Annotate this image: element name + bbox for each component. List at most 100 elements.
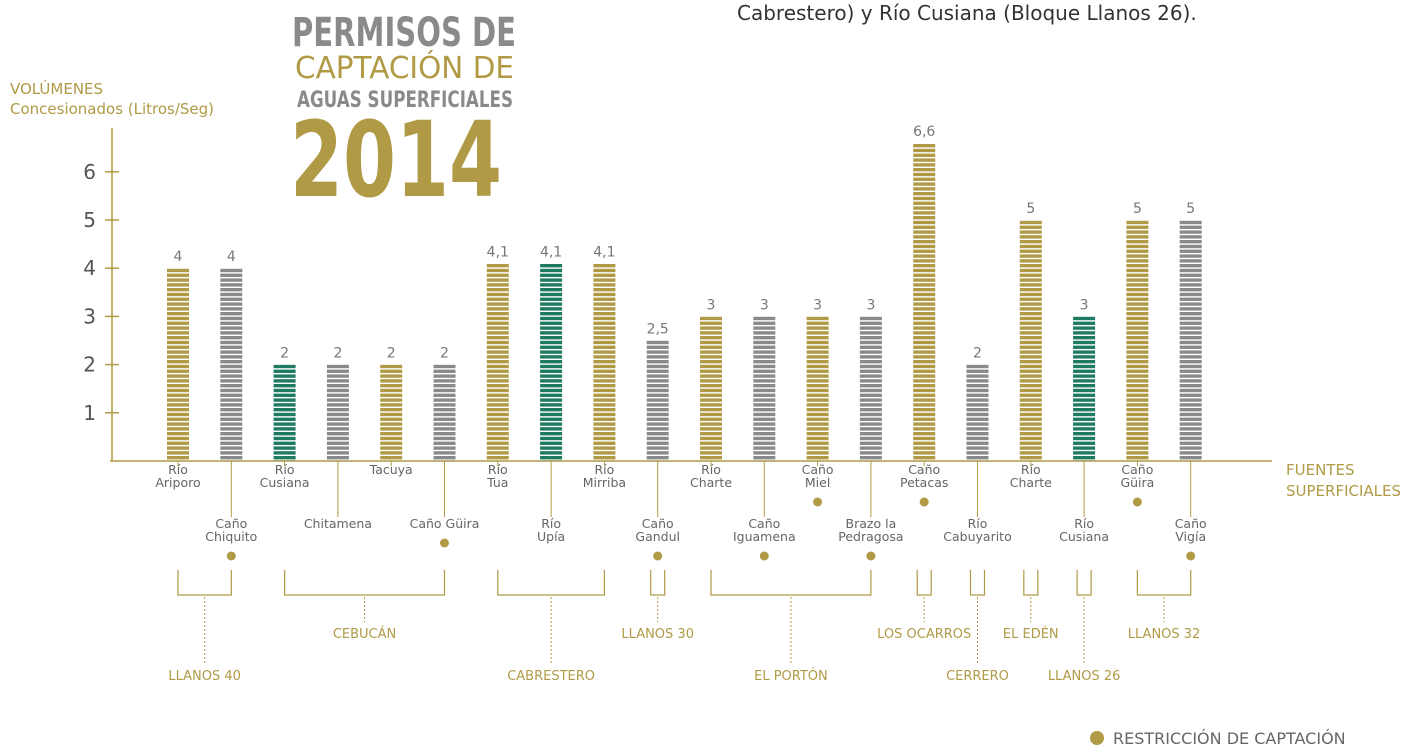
- y-tick-label: 3: [83, 304, 96, 328]
- category-label: Río: [488, 462, 508, 477]
- block-bracket: [1076, 570, 1092, 596]
- value-label: 5: [1186, 201, 1195, 217]
- category-label: Iguamena: [733, 529, 796, 544]
- bar: [913, 142, 936, 461]
- bar: [646, 340, 669, 461]
- block-label: LLANOS 32: [1128, 627, 1201, 642]
- bar: [167, 268, 189, 461]
- bar: [326, 364, 349, 461]
- category-label: Caño Güira: [410, 516, 480, 531]
- value-label: 2: [387, 346, 396, 362]
- legend-marker: [1090, 731, 1104, 745]
- category-label: Vigía: [1175, 529, 1206, 544]
- value-label: 4: [227, 249, 236, 265]
- bar: [540, 263, 563, 461]
- bar: [1019, 220, 1042, 461]
- category-label: Mirriba: [583, 475, 626, 490]
- value-label: 3: [813, 297, 822, 313]
- category-label: Cabuyarito: [943, 529, 1011, 544]
- title-line: PERMISOS DE: [292, 10, 516, 56]
- y-tick-label: 2: [83, 353, 96, 377]
- category-label: Caño: [748, 516, 780, 531]
- value-label: 2: [973, 346, 982, 362]
- category-label: Tacuya: [369, 462, 413, 477]
- category-label: Chitamena: [304, 516, 372, 531]
- y-axis-label: VOLÚMENES: [10, 79, 103, 98]
- category-label: Ariporo: [155, 475, 200, 490]
- category-label: Charte: [1010, 475, 1052, 490]
- bar: [1179, 220, 1202, 461]
- category-label: Miel: [805, 475, 830, 490]
- block-label: LLANOS 30: [621, 627, 694, 642]
- block-bracket: [1136, 570, 1192, 596]
- bar: [700, 316, 722, 461]
- bar: [433, 364, 456, 461]
- y-tick-label: 1: [83, 401, 96, 425]
- bar: [1073, 316, 1096, 461]
- category-label: Río: [594, 462, 614, 477]
- category-label: Caño: [1175, 516, 1207, 531]
- restriction-marker: [866, 551, 876, 561]
- block-label: CABRESTERO: [507, 669, 595, 684]
- value-label: 3: [760, 297, 769, 313]
- value-label: 5: [1133, 201, 1142, 217]
- category-label: Pedragosa: [838, 529, 903, 544]
- x-axis-label: SUPERFICIALES: [1286, 482, 1401, 500]
- category-label: Caño: [908, 462, 940, 477]
- value-label: 4,1: [593, 244, 615, 260]
- y-tick-label: 5: [83, 208, 96, 232]
- value-label: 2: [280, 346, 289, 362]
- value-label: 5: [1026, 201, 1035, 217]
- y-tick-label: 6: [83, 160, 96, 184]
- title-line: AGUAS SUPERFICIALES: [297, 88, 513, 113]
- bar: [966, 364, 989, 461]
- block-label: CERRERO: [946, 669, 1009, 684]
- category-label: Brazo la: [846, 516, 897, 531]
- bar: [273, 364, 296, 461]
- legend-label: RESTRICCIÓN DE CAPTACIÓN: [1113, 729, 1346, 748]
- y-tick-label: 4: [83, 256, 96, 280]
- bar: [380, 364, 403, 461]
- category-label: Güira: [1120, 475, 1154, 490]
- bar: [859, 316, 882, 461]
- category-label: Cusiana: [260, 475, 310, 490]
- bar: [806, 316, 829, 461]
- category-label: Río: [275, 462, 295, 477]
- title-line: CAPTACIÓN DE: [295, 49, 514, 86]
- block-label: LOS OCARROS: [877, 627, 971, 642]
- block-bracket: [1023, 570, 1039, 596]
- value-label: 3: [707, 297, 716, 313]
- block-label: LLANOS 40: [168, 669, 241, 684]
- category-label: Chiquito: [205, 529, 257, 544]
- bar: [220, 268, 243, 461]
- restriction-marker: [1132, 497, 1142, 507]
- category-label: Río: [1021, 462, 1041, 477]
- value-label: 2: [440, 346, 449, 362]
- bar: [753, 316, 776, 461]
- y-axis-label: Concesionados (Litros/Seg): [10, 100, 214, 118]
- top-text: Cabrestero) y Río Cusiana (Bloque Llanos…: [737, 1, 1197, 25]
- value-label: 4,1: [487, 244, 509, 260]
- block-bracket: [284, 570, 446, 596]
- bar: [1126, 220, 1149, 461]
- category-label: Río: [541, 516, 561, 531]
- category-label: Petacas: [900, 475, 948, 490]
- value-label: 3: [866, 297, 875, 313]
- block-label: LLANOS 26: [1048, 669, 1121, 684]
- category-label: Upía: [537, 529, 565, 544]
- category-label: Río: [1074, 516, 1094, 531]
- block-bracket: [177, 570, 232, 596]
- category-label: Tua: [486, 475, 508, 490]
- x-axis-label: FUENTES: [1286, 461, 1354, 479]
- restriction-marker: [1186, 551, 1196, 561]
- category-label: Caño: [215, 516, 247, 531]
- restriction-marker: [226, 551, 236, 561]
- block-label: EL EDÉN: [1003, 626, 1059, 642]
- restriction-marker: [813, 497, 823, 507]
- category-label: Caño: [642, 516, 674, 531]
- bar: [593, 263, 616, 461]
- value-label: 4,1: [540, 244, 562, 260]
- restriction-marker: [440, 538, 449, 548]
- restriction-marker: [919, 497, 929, 507]
